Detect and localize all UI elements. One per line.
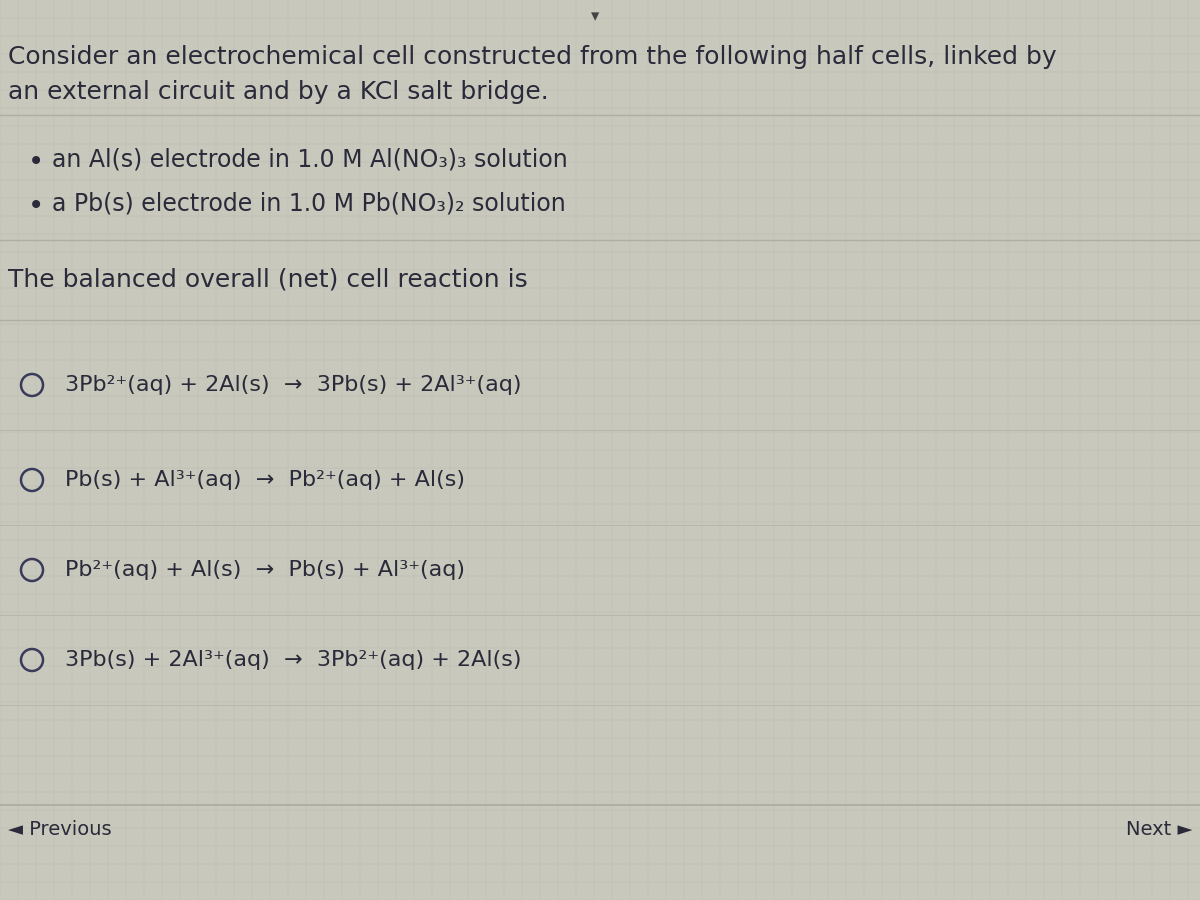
Text: •: • xyxy=(28,148,44,176)
Text: Pb²⁺(aq) + Al(s)  →  Pb(s) + Al³⁺(aq): Pb²⁺(aq) + Al(s) → Pb(s) + Al³⁺(aq) xyxy=(65,560,466,580)
Text: an external circuit and by a KCl salt bridge.: an external circuit and by a KCl salt br… xyxy=(8,80,548,104)
Text: 3Pb(s) + 2Al³⁺(aq)  →  3Pb²⁺(aq) + 2Al(s): 3Pb(s) + 2Al³⁺(aq) → 3Pb²⁺(aq) + 2Al(s) xyxy=(65,650,522,670)
Text: ▾: ▾ xyxy=(590,7,599,25)
Text: an Al(s) electrode in 1.0 M Al(NO₃)₃ solution: an Al(s) electrode in 1.0 M Al(NO₃)₃ sol… xyxy=(52,148,568,172)
Text: 3Pb²⁺(aq) + 2Al(s)  →  3Pb(s) + 2Al³⁺(aq): 3Pb²⁺(aq) + 2Al(s) → 3Pb(s) + 2Al³⁺(aq) xyxy=(65,375,522,395)
Text: The balanced overall (net) cell reaction is: The balanced overall (net) cell reaction… xyxy=(8,268,528,292)
Text: a Pb(s) electrode in 1.0 M Pb(NO₃)₂ solution: a Pb(s) electrode in 1.0 M Pb(NO₃)₂ solu… xyxy=(52,192,565,216)
Text: Pb(s) + Al³⁺(aq)  →  Pb²⁺(aq) + Al(s): Pb(s) + Al³⁺(aq) → Pb²⁺(aq) + Al(s) xyxy=(65,470,466,490)
Text: Consider an electrochemical cell constructed from the following half cells, link: Consider an electrochemical cell constru… xyxy=(8,45,1057,69)
Text: •: • xyxy=(28,192,44,220)
Text: ◄ Previous: ◄ Previous xyxy=(8,820,112,839)
Text: Next ►: Next ► xyxy=(1126,820,1192,839)
